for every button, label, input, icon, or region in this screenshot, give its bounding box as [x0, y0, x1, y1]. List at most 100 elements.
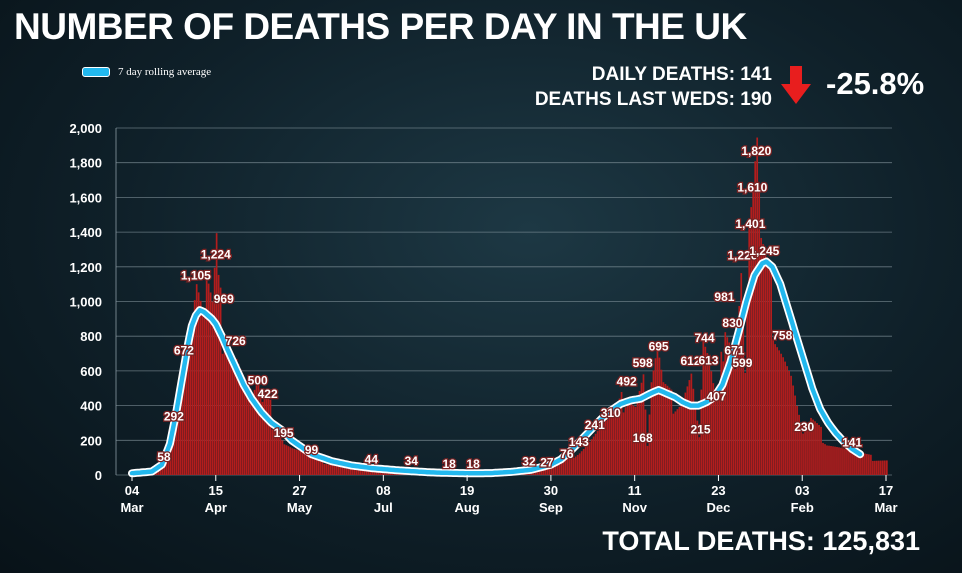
bar: [273, 430, 276, 475]
bar: [568, 454, 571, 475]
bar: [790, 375, 792, 475]
data-label: 492: [617, 375, 637, 389]
bar: [646, 445, 649, 475]
x-tick-month: Jul: [374, 500, 393, 515]
data-label: 76: [560, 447, 574, 461]
data-label: 310: [601, 406, 621, 420]
bar: [325, 464, 328, 475]
bar: [672, 413, 675, 475]
bar: [774, 344, 776, 475]
bar: [594, 433, 597, 475]
bar: [558, 462, 561, 475]
bar: [670, 389, 673, 475]
bar: [878, 460, 880, 475]
bar: [814, 421, 816, 475]
x-tick-month: Nov: [622, 500, 647, 515]
bar: [780, 353, 782, 475]
data-label: 1,224: [201, 248, 231, 262]
x-tick-day: 03: [795, 483, 809, 498]
bar: [259, 391, 262, 475]
bar: [552, 466, 555, 475]
bar: [744, 372, 747, 475]
bar: [301, 451, 304, 475]
data-label: 34: [405, 454, 419, 468]
bar: [331, 464, 334, 475]
bar: [229, 362, 232, 475]
data-label: 99: [305, 443, 319, 457]
x-tick-month: Feb: [791, 500, 814, 515]
data-label: 599: [732, 356, 752, 370]
bar: [802, 433, 804, 475]
bar: [628, 403, 631, 475]
bar: [688, 380, 691, 475]
bar: [810, 417, 812, 475]
bar: [642, 374, 645, 475]
bar: [341, 465, 344, 475]
bar: [606, 419, 609, 475]
bar: [590, 439, 593, 475]
bar: [233, 362, 236, 475]
bar: [618, 398, 621, 475]
bar: [684, 392, 687, 475]
x-tick-month: Apr: [205, 500, 227, 515]
bar: [752, 184, 755, 476]
bar: [245, 380, 248, 475]
data-label: 27: [540, 455, 554, 469]
bar: [636, 399, 639, 475]
data-label: 44: [365, 452, 379, 466]
bar: [177, 412, 180, 475]
bar: [171, 443, 174, 475]
percent-change: -25.8%: [826, 66, 925, 101]
bar: [237, 363, 240, 475]
data-label: 422: [258, 387, 278, 401]
bar: [616, 403, 619, 475]
bar: [570, 452, 573, 475]
bar: [796, 405, 798, 475]
bar: [313, 456, 316, 475]
legend: 7 day rolling average: [82, 66, 211, 78]
bar: [183, 368, 186, 475]
bar: [650, 382, 653, 475]
x-tick-month: Sep: [539, 500, 563, 515]
bar: [231, 366, 234, 475]
bar: [357, 465, 360, 475]
bar: [159, 466, 162, 475]
bar: [772, 339, 775, 475]
bar: [261, 401, 264, 475]
bar: [714, 395, 717, 475]
bar: [872, 460, 874, 475]
bar: [221, 353, 224, 475]
bar: [323, 463, 326, 475]
bar: [321, 458, 324, 475]
bar: [309, 455, 312, 475]
bar: [850, 449, 852, 475]
bar: [191, 315, 194, 475]
data-label: 758: [772, 328, 792, 342]
bar: [648, 414, 651, 475]
data-label: 1,220: [727, 248, 757, 262]
bar: [339, 465, 342, 475]
bar: [654, 358, 657, 475]
bar: [818, 424, 820, 475]
bar: [696, 420, 699, 475]
stats-block: DAILY DEATHS: 141 DEATHS LAST WEDS: 190: [535, 62, 772, 112]
bar: [285, 445, 288, 475]
bar: [556, 463, 559, 475]
data-label: 407: [706, 389, 726, 403]
bar: [664, 383, 667, 475]
y-tick-label: 800: [80, 329, 102, 344]
axes: 0 200 400 600 800 1,000 1,200 1,400 1,600 1,800 2,…: [69, 121, 897, 515]
data-label: 598: [633, 356, 653, 370]
bar: [163, 463, 166, 475]
bar: [267, 390, 270, 475]
bar: [656, 345, 659, 475]
bar: [189, 330, 192, 475]
bar: [247, 384, 250, 475]
data-label: 612: [681, 354, 701, 368]
bar: [652, 370, 655, 475]
bar: [856, 451, 858, 475]
bar: [283, 444, 286, 475]
data-label: 1,820: [741, 144, 771, 158]
bar: [574, 456, 577, 475]
